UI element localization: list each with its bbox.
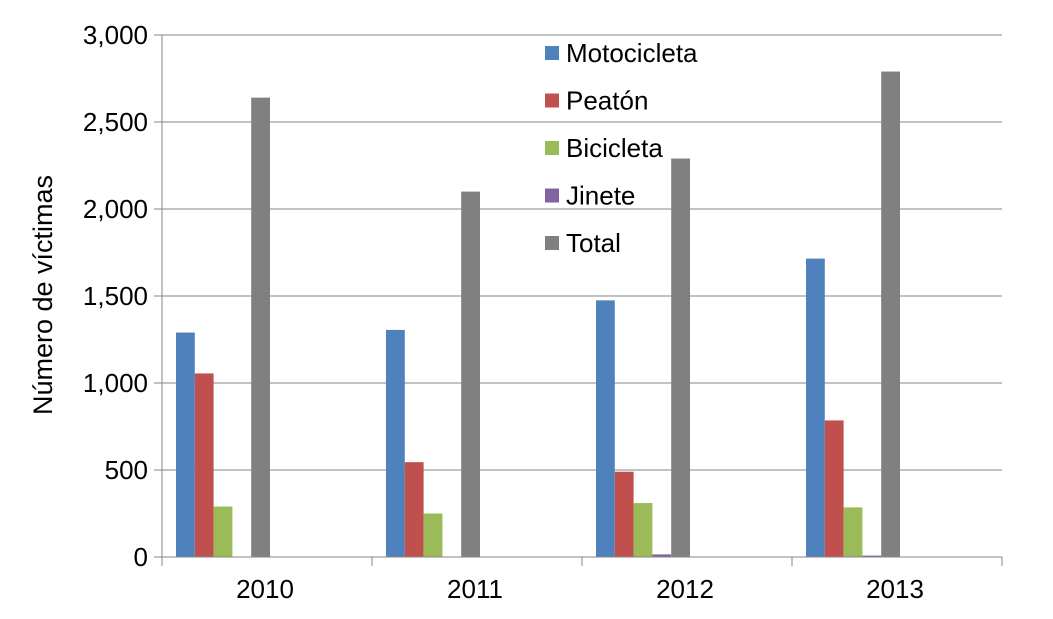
bar-motocicleta-2012 <box>596 300 615 557</box>
legend: Motocicleta Peatón Bicicleta Jinete Total <box>545 38 698 258</box>
bar-total-2010 <box>251 97 270 557</box>
gridlines <box>162 34 1002 471</box>
legend-swatch-jinete <box>545 188 559 203</box>
legend-swatch-peat-n <box>545 93 559 108</box>
y-tick-label: 500 <box>105 455 148 485</box>
y-tick-label: 0 <box>134 542 148 572</box>
y-tick-label: 2,500 <box>83 107 148 137</box>
bar-peat-n-2010 <box>194 373 214 557</box>
bar-peat-n-2011 <box>404 462 424 557</box>
legend-label: Jinete <box>566 181 635 211</box>
bar-bicicleta-2012 <box>633 503 653 557</box>
x-axis-tick-labels: 2010 2011 2012 2013 <box>236 574 924 604</box>
legend-label: Total <box>566 228 621 258</box>
axes <box>154 34 1003 566</box>
x-tick-label: 2013 <box>866 574 924 604</box>
bar-jinete-2013 <box>862 555 882 557</box>
legend-label: Bicicleta <box>566 133 663 163</box>
legend-swatch-motocicleta <box>545 46 559 60</box>
y-tick-label: 1,000 <box>83 368 148 398</box>
bar-peat-n-2013 <box>824 420 844 557</box>
bar-motocicleta-2011 <box>386 329 405 557</box>
y-tick-label: 1,500 <box>83 281 148 311</box>
legend-swatch-total <box>545 236 559 250</box>
bar-total-2012 <box>671 158 690 558</box>
bar-bicicleta-2010 <box>213 506 233 557</box>
bar-motocicleta-2010 <box>176 332 195 557</box>
y-tick-label: 2,000 <box>83 194 148 224</box>
bar-bicicleta-2011 <box>423 513 443 557</box>
x-tick-label: 2011 <box>447 574 503 604</box>
bar-jinete-2012 <box>652 554 672 557</box>
y-axis-tick-labels: 0 500 1,000 1,500 2,000 2,500 3,000 <box>83 20 148 572</box>
x-tick-label: 2010 <box>236 574 294 604</box>
y-axis-title: Número de víctimas <box>28 175 58 415</box>
bars <box>176 71 900 558</box>
bar-total-2011 <box>461 191 480 557</box>
bar-total-2013 <box>881 71 900 557</box>
legend-swatch-bicicleta <box>545 141 559 155</box>
y-tick-label: 3,000 <box>83 20 148 50</box>
x-tick-label: 2012 <box>656 574 714 604</box>
bar-peat-n-2012 <box>614 471 634 557</box>
bar-motocicleta-2013 <box>806 258 825 557</box>
legend-label: Motocicleta <box>566 38 698 68</box>
bar-bicicleta-2013 <box>843 507 863 557</box>
legend-label: Peatón <box>566 86 648 116</box>
